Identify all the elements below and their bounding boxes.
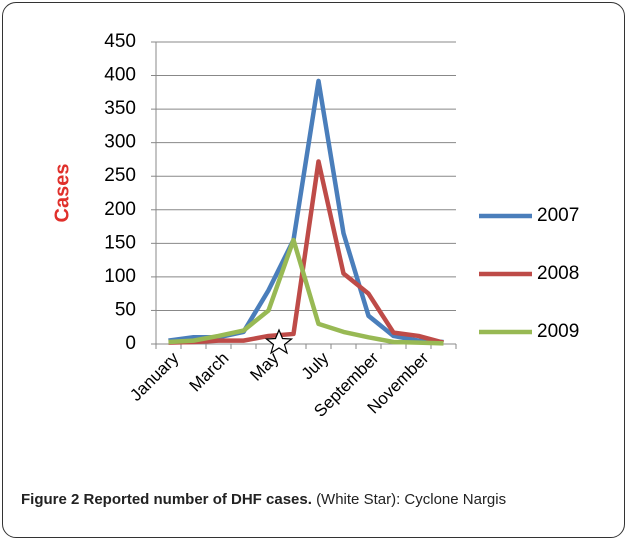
chart: Cases 0 50 100 150 200 250 300 350 400 450 January…: [51, 31, 579, 421]
caption-text: (White Star): Cyclone Nargis: [316, 491, 507, 508]
figure: Cases 0 50 100 150 200 250 300 350 400 450 January…: [2, 2, 625, 538]
y-tick-label: 0: [125, 333, 136, 354]
x-tick-label: May: [246, 348, 282, 384]
legend-label: 2008: [537, 263, 579, 284]
legend-label: 2009: [537, 321, 579, 342]
y-tick-label: 250: [104, 165, 136, 186]
series-line: [168, 78, 444, 345]
y-tick-label: 400: [104, 65, 136, 86]
y-tick-label: 200: [104, 199, 136, 220]
x-tick-label: March: [186, 349, 233, 396]
series-line: [168, 237, 444, 346]
y-tick-label: 150: [104, 232, 136, 253]
y-tick-label: 300: [104, 132, 136, 153]
y-tick-label: 50: [115, 299, 136, 320]
caption-bold: Figure 2 Reported number of DHF cases.: [21, 491, 312, 508]
y-tick-label: 100: [104, 266, 136, 287]
y-tick-label: 450: [104, 31, 136, 52]
series-line: [168, 159, 445, 345]
legend-label: 2007: [537, 205, 579, 226]
caption: Figure 2 Reported number of DHF cases. (…: [21, 488, 611, 512]
x-tick-label: July: [298, 348, 333, 383]
x-tick-label: January: [126, 348, 183, 405]
y-tick-label: 350: [104, 98, 136, 119]
star-marker: [264, 328, 294, 355]
y-axis-label: Cases: [51, 164, 73, 223]
